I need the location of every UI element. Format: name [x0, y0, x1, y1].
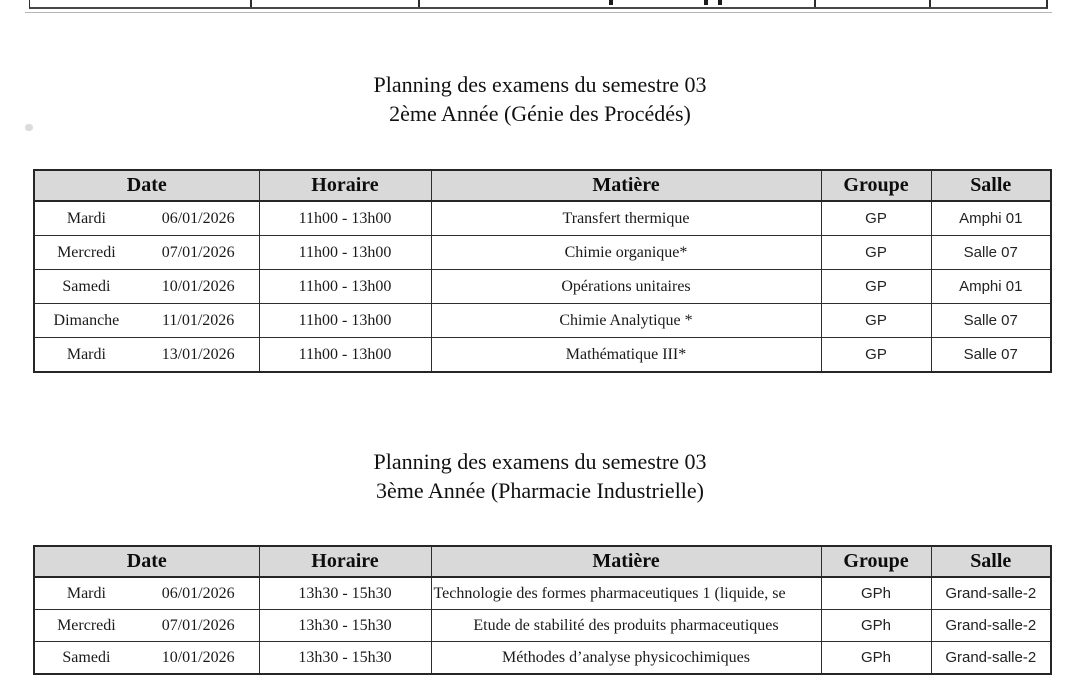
matiere-cell: Transfert thermique — [430, 200, 822, 236]
table-header-row: Date Horaire Matière Groupe Salle — [33, 169, 1052, 202]
title-line-2: 2ème Année (Génie des Procédés) — [389, 101, 691, 126]
table-row: Mardi 06/01/2026 13h30 - 15h30 Technologi… — [33, 576, 1052, 610]
title-line-1: Planning des examens du semestre 03 — [373, 449, 707, 474]
day-label: Mercredi — [57, 616, 116, 634]
groupe-cell: GPh — [820, 576, 932, 610]
groupe-cell: GP — [820, 200, 932, 236]
date-cell: Mardi 13/01/2026 — [33, 337, 260, 373]
groupe-cell: GP — [820, 303, 932, 338]
previous-table-fragment — [29, 0, 1048, 9]
table-row: Mardi 06/01/2026 11h00 - 13h00 Transfert … — [33, 200, 1052, 236]
table-row: Dimanche 11/01/2026 11h00 - 13h00 Chimie … — [33, 303, 1052, 338]
horaire-cell: 13h30 - 15h30 — [258, 576, 432, 610]
date-cell: Mercredi 07/01/2026 — [33, 609, 260, 642]
salle-cell: Salle 07 — [930, 235, 1052, 270]
date-label: 13/01/2026 — [161, 345, 235, 363]
groupe-cell: GP — [820, 337, 932, 373]
date-cell: Samedi 10/01/2026 — [33, 269, 260, 304]
header-salle: Salle — [930, 169, 1052, 202]
horaire-cell: 11h00 - 13h00 — [258, 337, 432, 373]
groupe-cell: GPh — [820, 609, 932, 642]
groupe-cell: GPh — [820, 641, 932, 675]
header-horaire: Horaire — [258, 169, 432, 202]
title-line-1: Planning des examens du semestre 03 — [373, 72, 707, 97]
horaire-cell: 11h00 - 13h00 — [258, 303, 432, 338]
matiere-cell: Méthodes d’analyse physicochimiques — [430, 641, 822, 675]
section-title-1: Planning des examens du semestre 03 2ème… — [0, 70, 1080, 128]
horaire-cell: 11h00 - 13h00 — [258, 200, 432, 236]
date-cell: Dimanche 11/01/2026 — [33, 303, 260, 338]
header-horaire: Horaire — [258, 545, 432, 578]
header-salle: Salle — [930, 545, 1052, 578]
table-row: Samedi 10/01/2026 11h00 - 13h00 Opération… — [33, 269, 1052, 304]
header-groupe: Groupe — [820, 169, 932, 202]
groupe-cell: GP — [820, 235, 932, 270]
table-gridline — [814, 0, 816, 7]
section-title-2: Planning des examens du semestre 03 3ème… — [0, 447, 1080, 505]
table-border-shadow — [25, 11, 1052, 13]
matiere-cell: Technologie des formes pharmaceutiques 1… — [430, 576, 822, 610]
page-smudge — [25, 124, 33, 131]
clipped-text-fragment — [609, 0, 613, 5]
salle-cell: Amphi 01 — [930, 200, 1052, 236]
table-row: Samedi 10/01/2026 13h30 - 15h30 Méthodes … — [33, 641, 1052, 675]
matiere-cell: Opérations unitaires — [430, 269, 822, 304]
date-label: 10/01/2026 — [161, 648, 235, 666]
matiere-cell: Chimie organique* — [430, 235, 822, 270]
header-date: Date — [33, 169, 260, 202]
day-label: Mercredi — [57, 243, 116, 261]
header-date: Date — [33, 545, 260, 578]
clipped-text-fragment — [704, 0, 708, 5]
date-label: 07/01/2026 — [161, 616, 235, 634]
date-cell: Mercredi 07/01/2026 — [33, 235, 260, 270]
title-line-2: 3ème Année (Pharmacie Industrielle) — [375, 478, 705, 503]
date-cell: Samedi 10/01/2026 — [33, 641, 260, 675]
matiere-cell: Etude de stabilité des produits pharmace… — [430, 609, 822, 642]
table-header-row: Date Horaire Matière Groupe Salle — [33, 545, 1052, 578]
header-matiere: Matière — [430, 169, 822, 202]
clipped-text-fragment — [718, 0, 722, 5]
date-label: 10/01/2026 — [161, 277, 235, 295]
day-label: Samedi — [62, 648, 111, 666]
date-label: 06/01/2026 — [161, 584, 235, 602]
day-label: Dimanche — [53, 311, 120, 329]
horaire-cell: 11h00 - 13h00 — [258, 235, 432, 270]
header-groupe: Groupe — [820, 545, 932, 578]
exam-table-3eme-annee: Date Horaire Matière Groupe Salle Mardi 0… — [33, 545, 1052, 675]
table-row: Mardi 13/01/2026 11h00 - 13h00 Mathématiq… — [33, 337, 1052, 373]
table-row: Mercredi 07/01/2026 13h30 - 15h30 Etude d… — [33, 609, 1052, 642]
table-gridline — [250, 0, 252, 7]
day-label: Mardi — [66, 209, 106, 227]
header-matiere: Matière — [430, 545, 822, 578]
salle-cell: Grand-salle-2 — [930, 576, 1052, 610]
salle-cell: Salle 07 — [930, 337, 1052, 373]
salle-cell: Grand-salle-2 — [930, 641, 1052, 675]
horaire-cell: 13h30 - 15h30 — [258, 609, 432, 642]
salle-cell: Grand-salle-2 — [930, 609, 1052, 642]
date-label: 11/01/2026 — [161, 311, 235, 329]
salle-cell: Amphi 01 — [930, 269, 1052, 304]
day-label: Mardi — [66, 584, 106, 602]
table-row: Mercredi 07/01/2026 11h00 - 13h00 Chimie … — [33, 235, 1052, 270]
salle-cell: Salle 07 — [930, 303, 1052, 338]
date-cell: Mardi 06/01/2026 — [33, 576, 260, 610]
horaire-cell: 13h30 - 15h30 — [258, 641, 432, 675]
groupe-cell: GP — [820, 269, 932, 304]
day-label: Mardi — [66, 345, 106, 363]
date-label: 07/01/2026 — [161, 243, 235, 261]
table-gridline — [929, 0, 931, 7]
matiere-cell: Chimie Analytique * — [430, 303, 822, 338]
table-gridline — [418, 0, 420, 7]
horaire-cell: 11h00 - 13h00 — [258, 269, 432, 304]
exam-table-2eme-annee: Date Horaire Matière Groupe Salle Mardi 0… — [33, 169, 1052, 373]
day-label: Samedi — [62, 277, 111, 295]
date-cell: Mardi 06/01/2026 — [33, 200, 260, 236]
date-label: 06/01/2026 — [161, 209, 235, 227]
matiere-cell: Mathématique III* — [430, 337, 822, 373]
